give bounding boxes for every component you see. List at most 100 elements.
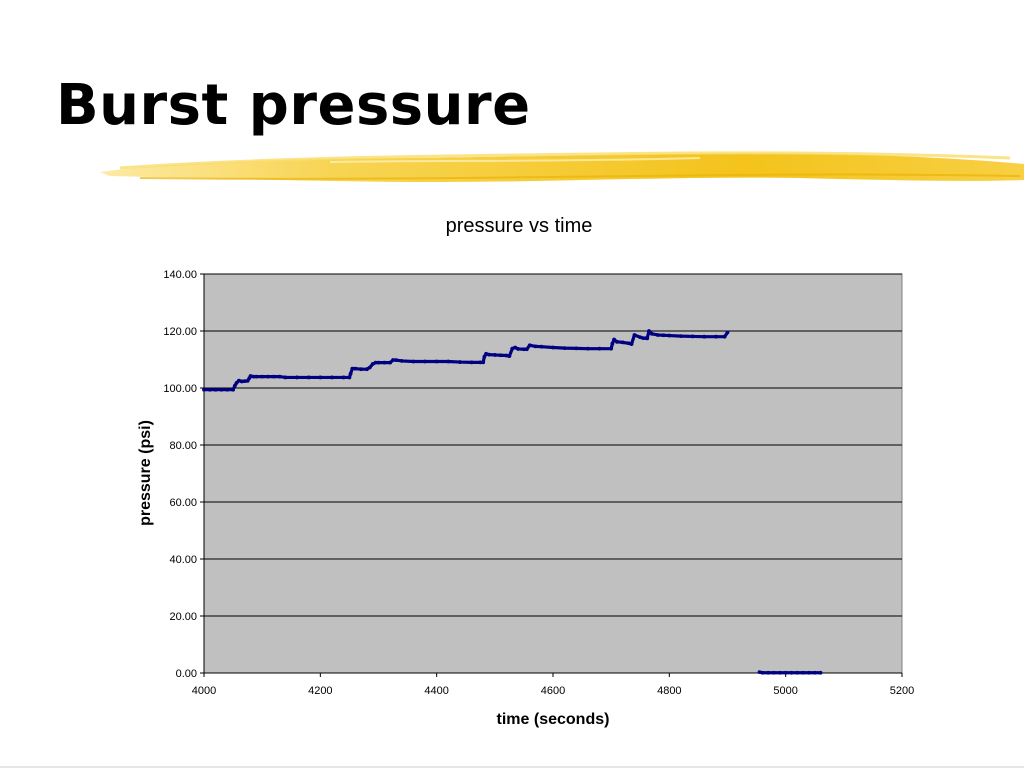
y-tick-label: 120.00: [163, 326, 197, 338]
data-point: [690, 334, 695, 339]
data-point: [757, 670, 762, 675]
data-point: [713, 334, 718, 339]
data-point: [516, 347, 520, 351]
data-point: [597, 346, 602, 351]
y-tick-label: 60.00: [169, 497, 197, 509]
data-point: [638, 335, 643, 340]
data-point: [219, 387, 224, 392]
data-point: [318, 375, 323, 380]
data-point: [260, 374, 265, 379]
x-tick-label: 4000: [192, 685, 216, 697]
data-point: [679, 334, 683, 339]
data-point: [481, 360, 486, 365]
data-point: [783, 670, 788, 675]
x-axis-label: time (seconds): [497, 711, 610, 728]
data-point: [562, 346, 567, 350]
x-tick-label: 4600: [541, 685, 565, 697]
data-point: [507, 354, 512, 358]
data-point: [231, 387, 235, 392]
data-point: [498, 353, 503, 358]
slide-title: Burst pressure: [56, 73, 531, 138]
data-point: [510, 346, 515, 351]
data-point: [620, 340, 625, 345]
data-point: [539, 344, 544, 349]
data-point: [478, 360, 483, 365]
data-point: [469, 360, 474, 365]
data-point: [341, 375, 346, 380]
y-tick-label: 0.00: [176, 668, 197, 680]
data-point: [649, 331, 654, 336]
data-point: [388, 360, 393, 365]
data-point: [626, 341, 631, 346]
x-tick-label: 4200: [308, 685, 332, 697]
y-tick-label: 20.00: [169, 611, 197, 623]
data-point: [661, 333, 666, 338]
data-point: [266, 374, 270, 379]
data-point: [446, 359, 451, 364]
data-point: [283, 375, 288, 380]
data-point: [202, 387, 206, 392]
data-point: [818, 670, 823, 675]
data-point: [277, 374, 282, 379]
data-point: [367, 365, 372, 370]
data-point: [522, 347, 526, 352]
data-point: [411, 359, 416, 364]
y-axis-label: pressure (psi): [137, 420, 154, 526]
data-point: [777, 670, 782, 675]
data-point: [632, 333, 637, 337]
data-point: [213, 387, 218, 392]
data-point: [487, 352, 491, 357]
x-tick-label: 4400: [424, 685, 448, 697]
data-point: [347, 375, 352, 380]
data-point: [702, 334, 707, 339]
data-point: [330, 375, 334, 380]
data-point: [722, 334, 727, 339]
data-point: [574, 346, 579, 351]
data-point: [513, 345, 518, 350]
data-point: [458, 360, 462, 364]
data-point: [725, 330, 730, 335]
data-point: [667, 333, 672, 338]
data-point: [254, 374, 259, 379]
data-point: [248, 374, 253, 378]
data-point: [615, 339, 619, 344]
data-point: [394, 358, 398, 362]
data-point: [242, 379, 247, 384]
data-point: [306, 375, 311, 380]
yellow-brush-stroke: [100, 151, 1024, 182]
data-point: [655, 333, 660, 337]
data-point: [533, 344, 538, 349]
data-point: [629, 342, 634, 347]
data-point: [504, 353, 509, 358]
data-point: [645, 336, 650, 341]
chart-title: pressure vs time: [446, 215, 593, 237]
series-points: [202, 329, 823, 675]
x-axis-ticks: 4000 4200 4400 4600 4800 5000 5200: [192, 673, 914, 697]
data-point: [482, 354, 487, 359]
data-point: [391, 358, 395, 362]
x-tick-label: 5000: [773, 685, 797, 697]
data-point: [348, 371, 353, 376]
data-point: [647, 329, 651, 333]
y-axis-ticks: 0.00 20.00 40.00 60.00 80.00 100.00 120.00 140.…: [163, 269, 204, 680]
data-point: [492, 353, 497, 357]
data-point: [364, 367, 369, 372]
data-point: [225, 387, 230, 392]
data-point: [527, 343, 532, 348]
grid-lines: [204, 273, 902, 617]
x-tick-label: 5200: [890, 685, 914, 697]
data-point: [801, 670, 806, 675]
data-point: [524, 347, 529, 352]
data-point: [271, 374, 276, 379]
data-point: [760, 670, 765, 675]
data-point: [399, 359, 404, 363]
bottom-divider: [0, 766, 1024, 768]
data-point: [359, 367, 363, 372]
data-point: [353, 366, 358, 371]
data-point: [551, 345, 555, 350]
plot-area: [203, 273, 903, 674]
data-point: [789, 670, 794, 675]
data-point: [423, 359, 427, 364]
data-point: [766, 670, 771, 675]
data-point: [609, 346, 614, 351]
